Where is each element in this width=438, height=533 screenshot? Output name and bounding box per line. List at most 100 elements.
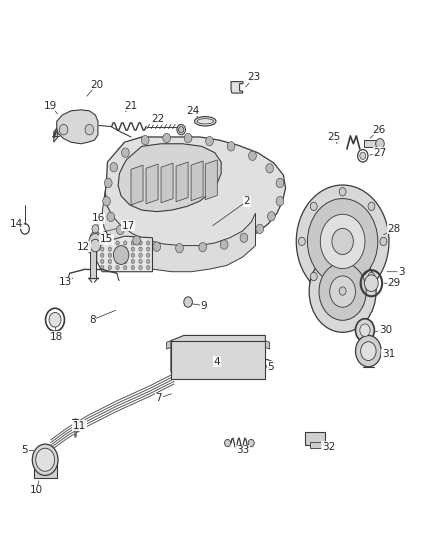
Text: 26: 26 [372, 125, 385, 135]
Circle shape [116, 247, 119, 251]
Circle shape [139, 265, 142, 270]
Polygon shape [54, 128, 58, 142]
Circle shape [339, 287, 346, 295]
Text: 7: 7 [155, 393, 162, 403]
Circle shape [101, 265, 104, 270]
Circle shape [92, 225, 99, 233]
Polygon shape [364, 140, 378, 148]
Bar [171, 341, 265, 379]
Circle shape [364, 275, 378, 292]
Text: 5: 5 [21, 446, 28, 455]
Text: 16: 16 [92, 213, 105, 223]
Circle shape [332, 228, 353, 254]
Circle shape [276, 178, 284, 188]
Circle shape [146, 253, 150, 257]
Circle shape [309, 251, 376, 332]
Ellipse shape [197, 119, 213, 124]
Text: 15: 15 [100, 235, 113, 244]
Polygon shape [176, 162, 188, 201]
Circle shape [330, 276, 356, 307]
Circle shape [131, 265, 134, 270]
Bar [34, 458, 57, 478]
Circle shape [124, 241, 127, 245]
Circle shape [146, 260, 150, 263]
Circle shape [199, 243, 207, 252]
Circle shape [184, 133, 192, 143]
Text: 30: 30 [379, 325, 392, 335]
Circle shape [101, 241, 104, 245]
Circle shape [360, 342, 376, 360]
Circle shape [131, 253, 134, 257]
Text: 5: 5 [267, 362, 274, 372]
Text: 8: 8 [89, 315, 95, 325]
Circle shape [177, 124, 186, 135]
Text: 21: 21 [124, 101, 138, 111]
Text: 24: 24 [186, 106, 199, 116]
Circle shape [108, 247, 112, 251]
Text: 14: 14 [10, 219, 23, 229]
Circle shape [108, 260, 112, 263]
Circle shape [102, 197, 110, 206]
Circle shape [163, 133, 170, 143]
Polygon shape [57, 110, 98, 144]
Circle shape [380, 237, 387, 246]
Circle shape [139, 247, 142, 251]
Circle shape [256, 224, 264, 233]
Circle shape [227, 142, 235, 151]
Circle shape [311, 202, 317, 211]
Polygon shape [171, 335, 265, 372]
Polygon shape [105, 137, 286, 248]
Circle shape [139, 260, 142, 263]
Text: 2: 2 [244, 196, 250, 206]
Bar [90, 244, 96, 278]
Polygon shape [205, 160, 217, 200]
Polygon shape [102, 191, 255, 272]
Circle shape [266, 164, 273, 173]
Text: 31: 31 [382, 349, 395, 359]
Circle shape [90, 239, 101, 252]
Circle shape [153, 242, 161, 252]
Circle shape [220, 240, 228, 249]
Text: 33: 33 [236, 446, 249, 455]
Polygon shape [146, 164, 158, 204]
Ellipse shape [194, 117, 216, 126]
Circle shape [32, 444, 58, 475]
Circle shape [376, 139, 384, 149]
Polygon shape [191, 161, 203, 201]
Polygon shape [97, 236, 152, 272]
Circle shape [124, 253, 127, 257]
Circle shape [206, 136, 213, 146]
Text: 11: 11 [73, 421, 86, 431]
Text: 22: 22 [152, 114, 165, 124]
Circle shape [179, 126, 184, 133]
Circle shape [108, 265, 112, 270]
Circle shape [356, 335, 381, 367]
Polygon shape [310, 241, 376, 298]
Circle shape [113, 246, 129, 264]
Text: 17: 17 [121, 221, 134, 231]
Circle shape [184, 297, 192, 307]
Circle shape [248, 439, 254, 447]
Circle shape [89, 233, 102, 249]
Polygon shape [131, 165, 143, 205]
Polygon shape [118, 144, 221, 212]
Circle shape [110, 163, 118, 172]
Circle shape [116, 253, 119, 257]
Bar [310, 442, 321, 448]
Circle shape [108, 241, 112, 245]
Text: 3: 3 [398, 266, 405, 277]
Circle shape [146, 247, 150, 251]
Polygon shape [231, 82, 243, 93]
Circle shape [117, 225, 124, 235]
Circle shape [133, 236, 141, 245]
Circle shape [124, 260, 127, 263]
Circle shape [319, 263, 366, 320]
Circle shape [104, 178, 112, 188]
Circle shape [101, 253, 104, 257]
Circle shape [307, 199, 378, 284]
Circle shape [146, 265, 150, 270]
Circle shape [146, 241, 150, 245]
Polygon shape [265, 341, 270, 349]
Circle shape [360, 152, 366, 159]
Text: 13: 13 [59, 277, 72, 287]
